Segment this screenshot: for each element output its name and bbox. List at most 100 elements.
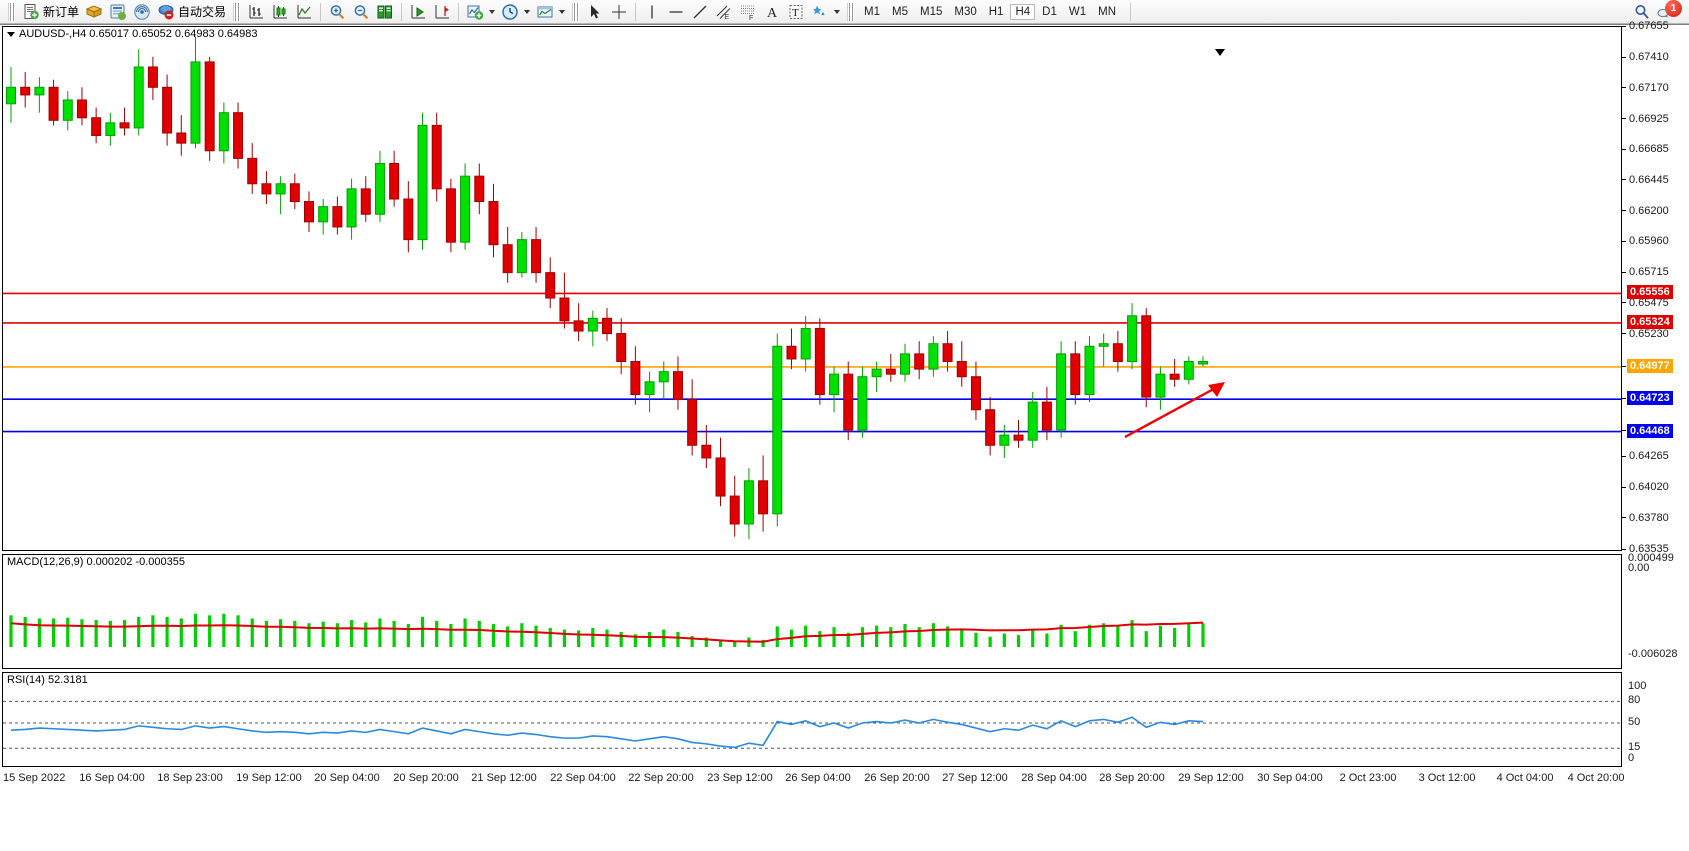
new-order-button[interactable]: 新订单 [19,1,82,23]
candle-body[interactable] [644,381,655,395]
candle-body[interactable] [970,376,981,411]
candle-body[interactable] [190,61,201,144]
candle-body[interactable] [332,206,343,228]
candle-body[interactable] [20,86,31,96]
candle-body[interactable] [928,343,939,370]
candle-body[interactable] [275,183,286,195]
candle-body[interactable] [814,327,825,395]
candlestick-chart-button[interactable] [268,1,292,23]
add-indicator-button[interactable] [463,1,498,23]
line-chart-button[interactable] [292,1,316,23]
candle-body[interactable] [715,457,726,497]
symbol-dropdown-arrow-icon[interactable] [7,31,15,37]
candle-body[interactable] [48,86,59,121]
candle-body[interactable] [1041,401,1052,431]
templates-button[interactable] [533,1,568,23]
candle-body[interactable] [843,373,854,431]
horizontal-line-tool-button[interactable] [664,1,688,23]
signals-button[interactable] [130,1,154,23]
chevron-down-icon-3[interactable] [559,9,566,14]
candle-body[interactable] [1112,343,1123,362]
candle-body[interactable] [658,371,669,383]
candle-body[interactable] [1169,373,1180,380]
candle-body[interactable] [616,333,627,362]
chevron-down-icon-4[interactable] [834,9,841,14]
candle-body[interactable] [1183,360,1194,380]
candle-body[interactable] [289,183,300,203]
trend-arrow-annotation[interactable] [1124,382,1225,439]
candle-body[interactable] [261,183,272,195]
candle-body[interactable] [62,99,73,121]
candle-body[interactable] [829,373,840,395]
candle-body[interactable] [6,86,16,105]
candle-body[interactable] [531,239,542,274]
candle-body[interactable] [374,162,385,215]
timeframe-m1[interactable]: M1 [864,5,881,18]
candle-body[interactable] [914,353,925,370]
candle-body[interactable] [786,345,797,360]
timeframe-mn[interactable]: MN [1098,5,1116,18]
candle-body[interactable] [729,495,740,525]
candle-body[interactable] [672,371,683,401]
timeframe-m15[interactable]: M15 [920,5,943,18]
candle-body[interactable] [1027,401,1038,441]
candle-body[interactable] [999,434,1010,446]
timeframe-h1[interactable]: H1 [988,5,1004,18]
candle-body[interactable] [318,206,329,223]
chevron-down-icon[interactable] [489,9,496,14]
timeframe-m5[interactable]: M5 [892,5,908,18]
candle-body[interactable] [885,368,896,375]
timeframe-d1[interactable]: D1 [1042,5,1057,18]
candle-body[interactable] [304,201,314,223]
vertical-line-tool-button[interactable] [640,1,664,23]
candle-body[interactable] [857,376,868,431]
candle-body[interactable] [488,201,499,246]
toolbar-grip-4[interactable] [847,2,855,21]
alerts-button[interactable]: 1 [1657,0,1682,22]
toolbar-grip-2[interactable] [233,2,241,21]
candle-body[interactable] [630,360,641,395]
candle-body[interactable] [162,86,173,134]
candle-body[interactable] [1141,315,1152,398]
chart-window[interactable]: AUDUSD-,H4 0.65017 0.65052 0.64983 0.649… [0,20,1689,851]
tile-windows-button[interactable] [373,1,397,23]
candle-body[interactable] [204,61,215,152]
candle-body[interactable] [445,188,456,243]
timeframe-m30[interactable]: M30 [954,5,977,18]
candle-body[interactable] [587,317,598,332]
shapes-tool-button[interactable] [808,1,843,23]
candle-body[interactable] [360,188,371,215]
periods-button[interactable] [498,1,533,23]
candle-body[interactable] [1098,343,1109,347]
candle-body[interactable] [218,112,229,152]
price-pane[interactable]: AUDUSD-,H4 0.65017 0.65052 0.64983 0.649… [2,26,1622,551]
crosshair-tool-button[interactable] [607,1,631,23]
candle-body[interactable] [573,320,584,332]
candle-body[interactable] [942,343,953,362]
candle-body[interactable] [403,198,414,241]
zoom-in-button[interactable] [325,1,349,23]
candle-body[interactable] [119,122,130,129]
bar-chart-button[interactable] [244,1,268,23]
data-window-button[interactable] [82,1,106,23]
chevron-down-icon-2[interactable] [524,9,531,14]
toolbar-grip-3[interactable] [572,2,580,21]
candle-body[interactable] [91,117,102,137]
candle-body[interactable] [687,399,698,446]
candle-body[interactable] [346,188,357,228]
toolbar-grip[interactable] [8,2,15,21]
search-icon[interactable] [1633,3,1651,21]
text-label-tool-button[interactable]: A [760,1,784,23]
candle-body[interactable] [133,66,144,129]
candle-body[interactable] [772,345,783,515]
candle-body[interactable] [76,99,87,119]
candle-body[interactable] [147,66,158,88]
navigator-button[interactable] [106,1,130,23]
candle-body[interactable] [545,272,556,299]
rsi-pane[interactable]: RSI(14) 52.3181 [2,672,1622,767]
candle-body[interactable] [985,409,996,446]
candle-body[interactable] [105,122,116,137]
chart-shift-button[interactable] [430,1,454,23]
text-object-tool-button[interactable]: T [784,1,808,23]
candle-body[interactable] [431,124,442,190]
